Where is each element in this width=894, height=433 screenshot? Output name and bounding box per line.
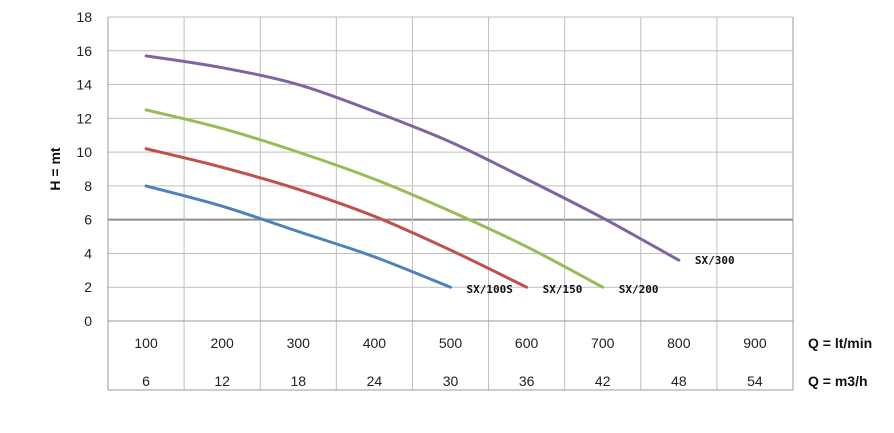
y-tick-label: 16 bbox=[76, 43, 92, 59]
series-label: SX/100S bbox=[467, 283, 513, 296]
x-axis-title: Q = lt/min bbox=[808, 335, 872, 351]
x-tick-label: 100 bbox=[134, 335, 158, 351]
x-tick-label: 400 bbox=[363, 335, 387, 351]
y-tick-label: 18 bbox=[76, 9, 92, 25]
x-axis-title-secondary: Q = m3/h bbox=[808, 373, 868, 389]
series-line-sx-100s bbox=[144, 184, 452, 289]
y-tick-label: 12 bbox=[76, 110, 92, 126]
y-tick-label: 4 bbox=[84, 245, 92, 261]
x-tick-label: 800 bbox=[667, 335, 691, 351]
x-tick-label: 300 bbox=[287, 335, 311, 351]
x-tick-label: 500 bbox=[439, 335, 463, 351]
x-tick-label-secondary: 48 bbox=[671, 373, 687, 389]
x-tick-label-secondary: 36 bbox=[519, 373, 535, 389]
series-label: SX/200 bbox=[619, 283, 659, 296]
y-tick-label: 0 bbox=[84, 313, 92, 329]
x-tick-label: 700 bbox=[591, 335, 615, 351]
x-tick-label-secondary: 24 bbox=[367, 373, 383, 389]
x-tick-label: 600 bbox=[515, 335, 539, 351]
x-tick-label-secondary: 12 bbox=[214, 373, 230, 389]
series-line-sx-200 bbox=[144, 108, 605, 289]
series-line-sx-300 bbox=[144, 54, 681, 262]
y-tick-label: 6 bbox=[84, 212, 92, 228]
y-axis-title: H = mt bbox=[47, 147, 63, 191]
series-line-sx-150 bbox=[144, 147, 529, 289]
series-label: SX/150 bbox=[543, 283, 583, 296]
x-tick-label: 200 bbox=[210, 335, 234, 351]
x-tick-label-secondary: 54 bbox=[747, 373, 763, 389]
chart-axes bbox=[108, 16, 793, 391]
x-tick-label-secondary: 6 bbox=[142, 373, 150, 389]
y-tick-label: 14 bbox=[76, 77, 92, 93]
series-label: SX/300 bbox=[695, 254, 735, 267]
y-tick-label: 10 bbox=[76, 144, 92, 160]
chart-series bbox=[144, 54, 681, 289]
y-tick-label: 8 bbox=[84, 178, 92, 194]
x-tick-label: 900 bbox=[743, 335, 767, 351]
x-tick-label-secondary: 18 bbox=[290, 373, 306, 389]
x-tick-label-secondary: 30 bbox=[443, 373, 459, 389]
x-tick-label-secondary: 42 bbox=[595, 373, 611, 389]
chart-labels: 0246810121416181006200123001840024500306… bbox=[47, 9, 872, 389]
y-tick-label: 2 bbox=[84, 279, 92, 295]
